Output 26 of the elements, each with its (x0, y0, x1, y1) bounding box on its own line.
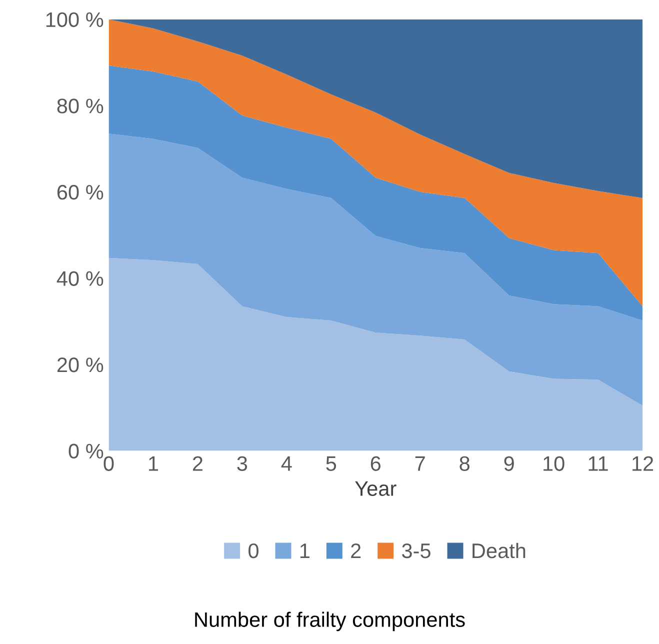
x-tick-label: 9 (504, 456, 514, 471)
x-axis-title: Year (355, 481, 396, 496)
y-tick-label: 20 % (57, 358, 104, 372)
y-tick-label: 80 % (57, 98, 104, 114)
legend-label: 3-5 (402, 543, 430, 558)
x-tick-label: 0 (104, 456, 114, 471)
legend-label: 2 (351, 543, 361, 558)
x-tick-label: 7 (415, 456, 425, 471)
x-tick-label: 12 (632, 456, 654, 471)
legend-label: 0 (248, 543, 258, 558)
x-tick-label: 8 (460, 456, 470, 471)
x-tick-label: 3 (237, 456, 248, 471)
y-tick-label: 60 % (57, 184, 104, 200)
legend-label: Death (472, 542, 526, 558)
x-tick-label: 1 (149, 456, 158, 471)
x-tick-label: 2 (192, 456, 202, 471)
legend-label: 1 (300, 544, 310, 558)
y-tick-label: 100 % (46, 12, 104, 28)
x-tick-label: 11 (588, 456, 608, 471)
legend-title: Number of frailty components (195, 612, 465, 632)
x-tick-label: 10 (544, 456, 564, 471)
x-tick-label: 4 (281, 456, 292, 471)
y-tick-label: 40 % (56, 271, 104, 286)
x-tick-label: 6 (370, 456, 381, 471)
y-tick-label: 0 % (68, 444, 104, 459)
x-tick-label: 5 (326, 456, 336, 471)
